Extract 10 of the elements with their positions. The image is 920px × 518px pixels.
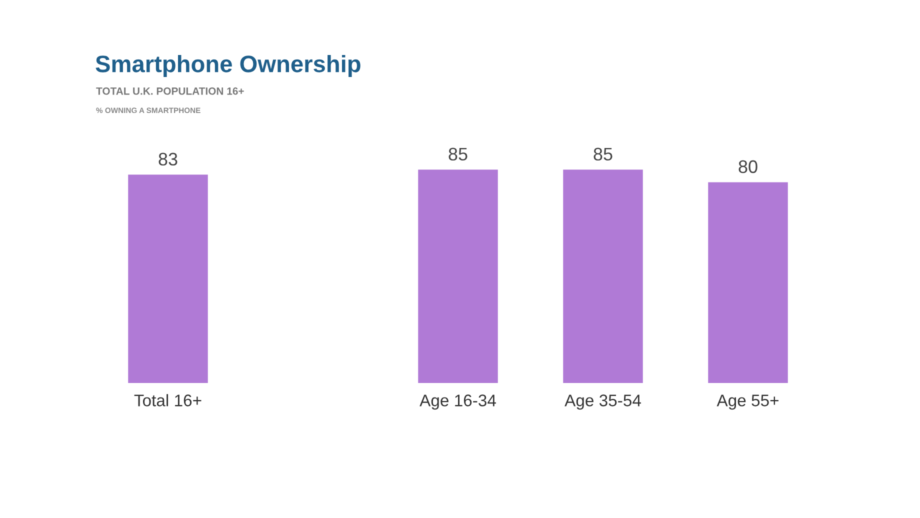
chart-title: Smartphone Ownership [96,54,360,78]
x-tick-label: Age 35-54 [564,394,641,410]
x-tick-label: Total 16+ [134,394,202,406]
chart-subtitle: TOTAL U.K. POPULATION 16+ [96,87,244,95]
data-label: 85 [448,148,468,161]
data-label: 80 [738,160,758,174]
x-tick-label: Age 55+ [716,394,778,410]
x-tick-label: Age 16-34 [420,394,496,410]
data-label: 83 [158,152,178,166]
data-label: 85 [594,148,612,161]
